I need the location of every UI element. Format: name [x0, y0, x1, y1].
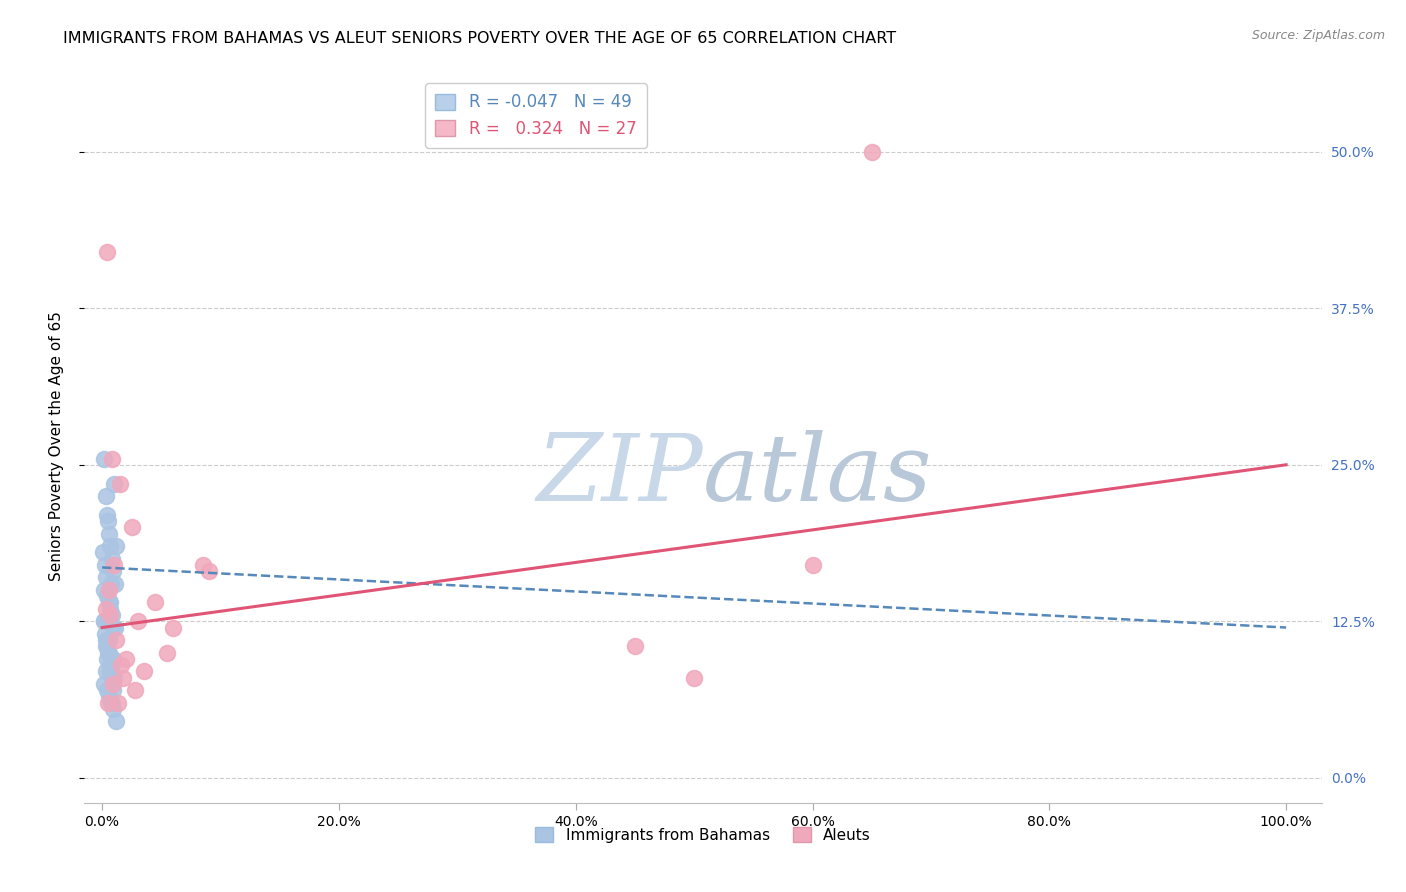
Point: [105, 633, 128, 648]
Point: [101, 652, 124, 666]
Point: [801, 558, 824, 572]
Point: [96, 601, 118, 615]
Point: [97, 633, 120, 648]
Point: [127, 614, 149, 628]
Point: [103, 671, 125, 685]
Point: [96, 683, 118, 698]
Point: [108, 476, 131, 491]
Legend: Immigrants from Bahamas, Aleuts: Immigrants from Bahamas, Aleuts: [529, 821, 877, 848]
Point: [97, 696, 120, 710]
Point: [97, 646, 120, 660]
Point: [98, 601, 121, 615]
Point: [197, 564, 219, 578]
Text: ZIP: ZIP: [536, 430, 703, 519]
Point: [94, 558, 117, 572]
Point: [860, 145, 883, 159]
Point: [101, 607, 124, 622]
Point: [112, 671, 135, 685]
Point: [96, 589, 118, 603]
Point: [97, 514, 120, 528]
Point: [96, 508, 118, 522]
Point: [96, 570, 118, 584]
Point: [96, 244, 118, 259]
Point: [98, 646, 121, 660]
Point: [100, 551, 122, 566]
Point: [98, 526, 121, 541]
Point: [98, 658, 121, 673]
Point: [121, 520, 143, 534]
Point: [94, 633, 117, 648]
Text: Source: ZipAtlas.com: Source: ZipAtlas.com: [1251, 29, 1385, 42]
Point: [156, 646, 179, 660]
Point: [98, 690, 121, 704]
Point: [191, 558, 214, 572]
Point: [100, 539, 122, 553]
Point: [93, 451, 115, 466]
Point: [100, 607, 122, 622]
Point: [94, 665, 117, 679]
Point: [103, 621, 125, 635]
Point: [96, 640, 118, 654]
Point: [100, 665, 122, 679]
Point: [683, 671, 706, 685]
Point: [104, 576, 127, 591]
Point: [145, 595, 167, 609]
Point: [96, 640, 118, 654]
Text: atlas: atlas: [703, 430, 932, 519]
Point: [162, 621, 184, 635]
Point: [100, 658, 122, 673]
Point: [114, 652, 136, 666]
Point: [103, 476, 125, 491]
Point: [100, 696, 122, 710]
Point: [97, 595, 120, 609]
Text: IMMIGRANTS FROM BAHAMAS VS ALEUT SENIORS POVERTY OVER THE AGE OF 65 CORRELATION : IMMIGRANTS FROM BAHAMAS VS ALEUT SENIORS…: [63, 31, 897, 46]
Point: [105, 539, 128, 553]
Point: [93, 582, 115, 597]
Point: [132, 665, 155, 679]
Point: [101, 696, 124, 710]
Point: [124, 683, 146, 698]
Point: [93, 677, 115, 691]
Point: [94, 489, 117, 503]
Y-axis label: Seniors Poverty Over the Age of 65: Seniors Poverty Over the Age of 65: [49, 311, 63, 581]
Point: [101, 702, 124, 716]
Point: [96, 652, 118, 666]
Point: [101, 677, 124, 691]
Point: [103, 558, 125, 572]
Point: [93, 614, 115, 628]
Point: [100, 576, 122, 591]
Point: [624, 640, 647, 654]
Point: [100, 595, 122, 609]
Point: [103, 683, 125, 698]
Point: [110, 658, 132, 673]
Point: [97, 614, 120, 628]
Point: [100, 451, 122, 466]
Point: [105, 714, 128, 729]
Point: [94, 627, 117, 641]
Point: [107, 696, 129, 710]
Point: [101, 564, 124, 578]
Point: [91, 545, 114, 559]
Point: [93, 614, 115, 628]
Point: [104, 621, 127, 635]
Point: [100, 671, 122, 685]
Point: [98, 582, 121, 597]
